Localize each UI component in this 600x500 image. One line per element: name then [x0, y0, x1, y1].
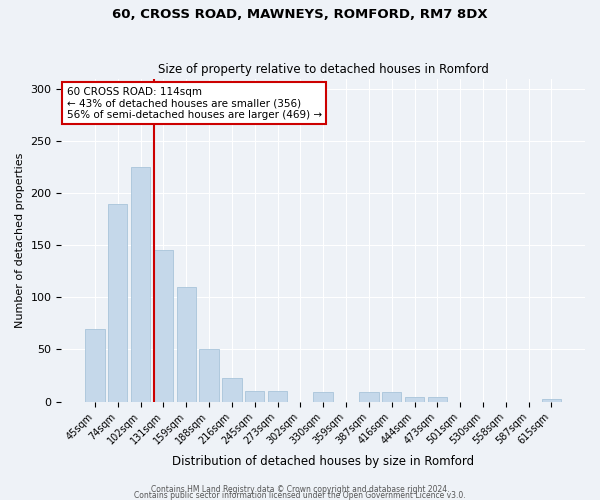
Bar [154, 250, 173, 402]
Bar [176, 287, 196, 402]
Bar [428, 398, 447, 402]
Text: Contains public sector information licensed under the Open Government Licence v3: Contains public sector information licen… [134, 490, 466, 500]
Bar [359, 392, 379, 402]
Bar [108, 204, 127, 402]
Bar [85, 328, 104, 402]
Y-axis label: Number of detached properties: Number of detached properties [15, 152, 25, 328]
X-axis label: Distribution of detached houses by size in Romford: Distribution of detached houses by size … [172, 454, 474, 468]
Title: Size of property relative to detached houses in Romford: Size of property relative to detached ho… [158, 63, 488, 76]
Bar [222, 378, 242, 402]
Bar [542, 400, 561, 402]
Bar [199, 350, 219, 402]
Bar [131, 167, 150, 402]
Text: 60, CROSS ROAD, MAWNEYS, ROMFORD, RM7 8DX: 60, CROSS ROAD, MAWNEYS, ROMFORD, RM7 8D… [112, 8, 488, 20]
Text: Contains HM Land Registry data © Crown copyright and database right 2024.: Contains HM Land Registry data © Crown c… [151, 484, 449, 494]
Bar [382, 392, 401, 402]
Bar [245, 391, 265, 402]
Bar [268, 391, 287, 402]
Text: 60 CROSS ROAD: 114sqm
← 43% of detached houses are smaller (356)
56% of semi-det: 60 CROSS ROAD: 114sqm ← 43% of detached … [67, 86, 322, 120]
Bar [405, 398, 424, 402]
Bar [313, 392, 333, 402]
